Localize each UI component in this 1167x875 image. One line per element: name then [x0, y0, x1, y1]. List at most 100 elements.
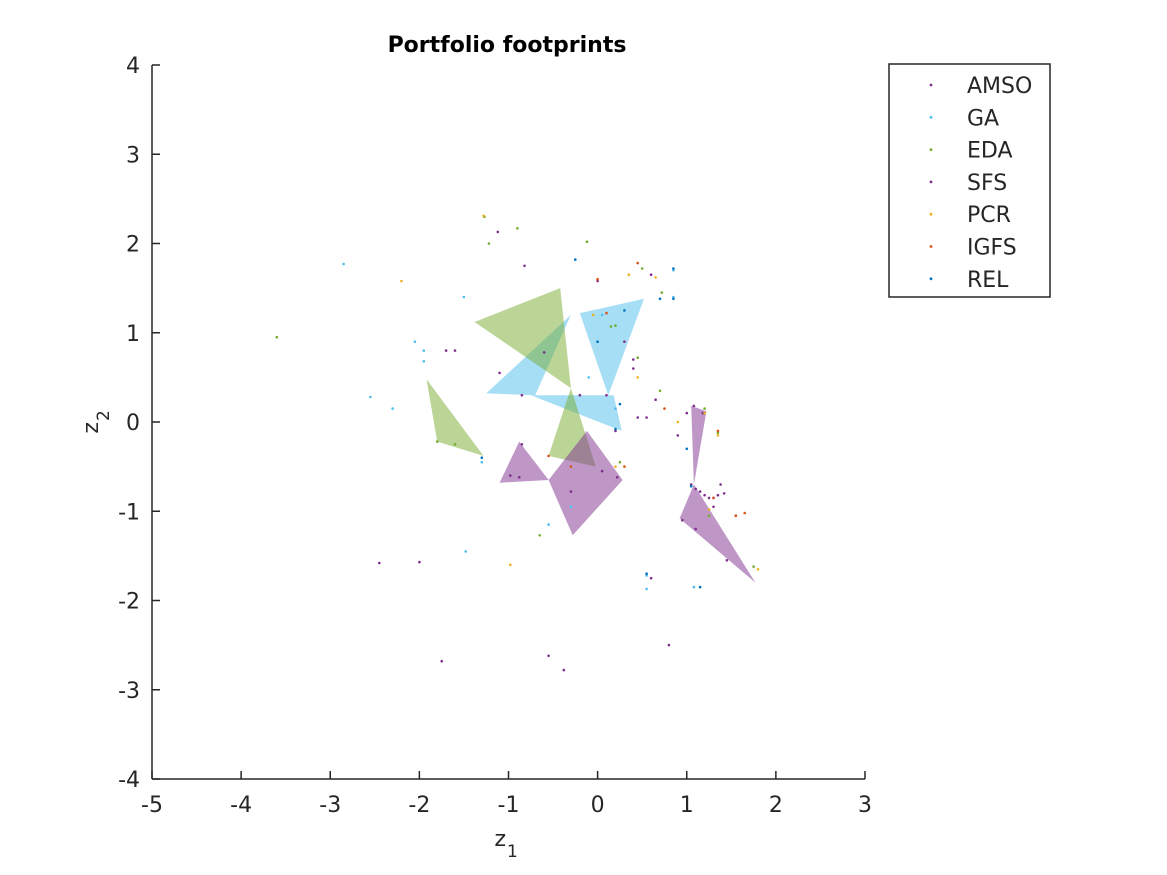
- legend-item-ga: GA: [929, 106, 999, 131]
- legend-label: AMSO: [967, 74, 1032, 99]
- point-rel-7: [685, 447, 689, 451]
- legend-label: EDA: [967, 139, 1013, 164]
- point-amso-6: [632, 358, 635, 361]
- point-eda-14: [640, 267, 644, 270]
- point-igfs-1: [636, 261, 639, 265]
- point-pcr-7: [703, 411, 706, 415]
- y-tick-label: 0: [126, 411, 140, 436]
- legend-label: GA: [967, 106, 999, 131]
- point-pcr-5: [636, 376, 639, 379]
- point-igfs-0: [596, 277, 599, 281]
- point-amso-25: [378, 561, 381, 565]
- point-amso-22: [562, 668, 566, 672]
- point-amso-3: [520, 393, 524, 397]
- point-ga-12: [645, 574, 648, 577]
- point-amso-27: [600, 469, 604, 473]
- point-ga-14: [672, 269, 675, 272]
- y-axis-label-main: z: [79, 422, 104, 434]
- point-amso-12: [703, 493, 706, 497]
- y-tick-label: -3: [118, 679, 140, 704]
- point-sfs-7: [689, 483, 693, 486]
- point-sfs-15: [632, 367, 635, 370]
- legend-label: IGFS: [967, 236, 1017, 261]
- point-ga-4: [422, 360, 426, 363]
- point-ga-15: [672, 295, 675, 299]
- point-rel-11: [480, 456, 484, 460]
- point-ga-1: [462, 295, 466, 299]
- legend-box: [888, 63, 1051, 298]
- y-tick-label: -2: [118, 590, 140, 615]
- point-eda-11: [707, 514, 711, 517]
- y-tick-label: -4: [118, 768, 140, 793]
- point-ga-17: [587, 376, 590, 379]
- point-amso-5: [605, 393, 608, 397]
- point-amso-26: [517, 476, 521, 479]
- point-amso-7: [645, 416, 648, 419]
- point-amso-24: [418, 560, 421, 564]
- point-ga-7: [480, 460, 484, 464]
- legend: AMSO GA EDA SFS PCR IGFS REL: [888, 63, 1051, 298]
- point-rel-12: [614, 427, 617, 431]
- point-igfs-4: [716, 429, 720, 433]
- point-sfs-9: [719, 483, 722, 486]
- point-igfs-7: [712, 496, 715, 500]
- point-ga-18: [614, 407, 617, 410]
- point-pcr-8: [716, 434, 720, 437]
- legend-item-igfs: IGFS: [929, 236, 1017, 261]
- point-pcr-12: [591, 313, 595, 317]
- point-amso-11: [698, 490, 702, 493]
- x-tick-label: -5: [141, 793, 163, 818]
- point-eda-9: [703, 407, 706, 410]
- point-igfs-2: [605, 311, 608, 315]
- legend-label: SFS: [967, 171, 1007, 196]
- point-sfs-14: [520, 443, 524, 446]
- point-amso-18: [694, 527, 697, 531]
- point-rel-2: [658, 297, 662, 301]
- x-axis-label-main: z: [494, 827, 506, 852]
- point-sfs-12: [649, 576, 653, 580]
- point-rel-0: [574, 258, 577, 261]
- point-ga-2: [413, 340, 417, 344]
- point-pcr-9: [707, 508, 711, 511]
- footprint-eda-4: [426, 379, 484, 456]
- point-ga-11: [600, 313, 604, 317]
- x-ticks: -5 -4 -3 -2 -1 0 1 2 3: [141, 771, 872, 818]
- point-pcr-11: [614, 465, 617, 468]
- point-amso-10: [701, 411, 705, 415]
- footprint-eda-3: [474, 288, 571, 389]
- point-pcr-1: [400, 279, 403, 283]
- footprint-sfs-6: [499, 441, 549, 483]
- x-tick-label: -1: [498, 793, 520, 818]
- point-amso-2: [498, 371, 501, 375]
- point-amso-1: [523, 264, 526, 268]
- legend-item-amso: AMSO: [929, 74, 1032, 99]
- point-eda-5: [609, 325, 613, 328]
- point-sfs-13: [509, 474, 512, 477]
- point-eda-6: [614, 324, 617, 327]
- point-sfs-3: [614, 429, 617, 433]
- legend-marker: [929, 148, 933, 152]
- point-eda-16: [435, 440, 439, 443]
- point-pcr-2: [509, 563, 512, 567]
- point-igfs-6: [734, 514, 738, 517]
- point-amso-23: [440, 659, 444, 663]
- point-amso-19: [725, 559, 729, 562]
- point-amso-31: [649, 273, 653, 277]
- point-rel-1: [623, 309, 626, 312]
- point-sfs-6: [676, 434, 680, 437]
- point-eda-10: [716, 431, 720, 435]
- point-rel-9: [698, 585, 702, 589]
- point-sfs-1: [453, 349, 457, 352]
- point-ga-16: [692, 585, 696, 589]
- point-ga-8: [464, 550, 468, 553]
- point-eda-1: [516, 227, 519, 230]
- point-sfs-10: [694, 487, 697, 491]
- point-ga-13: [645, 587, 648, 591]
- point-rel-5: [596, 340, 599, 344]
- chart-title: Portfolio footprints: [388, 33, 627, 58]
- x-tick-label: -3: [319, 793, 341, 818]
- legend-marker: [929, 212, 933, 216]
- point-amso-0: [496, 230, 500, 234]
- point-ga-0: [342, 262, 345, 266]
- point-pcr-6: [676, 420, 680, 424]
